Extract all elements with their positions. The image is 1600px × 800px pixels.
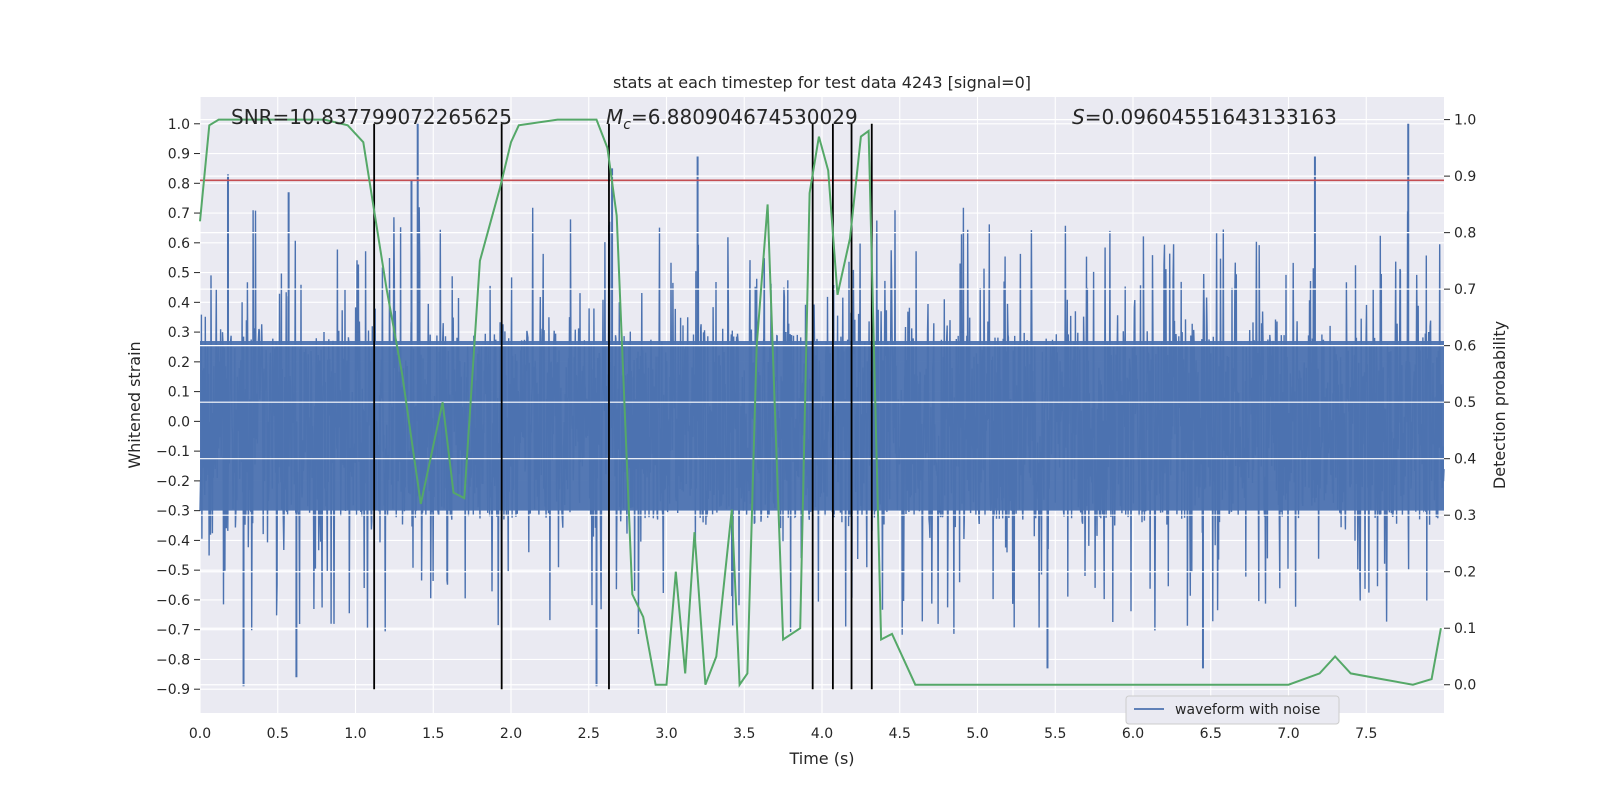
x-tick-label: 4.0 bbox=[811, 726, 833, 742]
y-left-tick-label: 0.3 bbox=[168, 325, 190, 341]
s-symbol: S bbox=[1072, 105, 1085, 129]
y-axis-right-ticks: 1.0 0.9 0.8 0.7 0.6 0.5 0.4 0.3 0.2 0.1 0.0 bbox=[1444, 113, 1476, 694]
mc-subscript: c bbox=[623, 117, 631, 133]
mc-symbol: M bbox=[606, 105, 623, 129]
x-tick-label: 3.0 bbox=[655, 726, 677, 742]
x-tick-label: 2.0 bbox=[500, 726, 522, 742]
y-left-tick-label: −0.9 bbox=[156, 682, 190, 698]
y-right-tick-label: 0.5 bbox=[1454, 395, 1476, 411]
x-tick-label: 0.0 bbox=[189, 726, 211, 742]
x-tick-label: 3.5 bbox=[733, 726, 755, 742]
y-axis-right-label: Detection probability bbox=[1490, 321, 1509, 489]
y-right-tick-label: 0.1 bbox=[1454, 621, 1476, 637]
y-right-tick-label: 0.6 bbox=[1454, 339, 1476, 355]
y-right-tick-label: 0.8 bbox=[1454, 226, 1476, 242]
x-axis-label: Time (s) bbox=[788, 749, 854, 768]
y-left-tick-label: −0.8 bbox=[156, 652, 190, 668]
y-left-tick-label: 0.2 bbox=[168, 355, 190, 371]
y-left-tick-label: −0.4 bbox=[156, 533, 190, 549]
x-tick-label: 5.5 bbox=[1044, 726, 1066, 742]
y-right-tick-label: 1.0 bbox=[1454, 113, 1476, 129]
y-left-tick-label: 0.1 bbox=[168, 385, 190, 401]
y-left-tick-label: −0.7 bbox=[156, 623, 190, 639]
y-left-tick-label: −0.5 bbox=[156, 563, 190, 579]
y-right-tick-label: 0.7 bbox=[1454, 282, 1476, 298]
y-left-tick-label: 0.7 bbox=[168, 206, 190, 222]
y-left-tick-label: −0.2 bbox=[156, 474, 190, 490]
y-left-tick-label: 0.9 bbox=[168, 147, 190, 163]
x-tick-label: 6.0 bbox=[1122, 726, 1144, 742]
mc-annotation: Mc=6.880904674530029 bbox=[606, 105, 858, 133]
x-tick-label: 5.0 bbox=[966, 726, 988, 742]
y-right-tick-label: 0.0 bbox=[1454, 678, 1476, 694]
detection-probability-series bbox=[199, 118, 1442, 688]
y-left-tick-label: 0.8 bbox=[168, 176, 190, 192]
y-right-tick-label: 0.2 bbox=[1454, 565, 1476, 581]
y-left-tick-label: 0.5 bbox=[168, 266, 190, 282]
y-axis-left-label: Whitened strain bbox=[125, 341, 144, 468]
y-right-tick-label: 0.3 bbox=[1454, 508, 1476, 524]
x-tick-label: 7.5 bbox=[1355, 726, 1377, 742]
chart-title: stats at each timestep for test data 424… bbox=[613, 73, 1031, 92]
legend-box bbox=[1125, 695, 1340, 725]
x-tick-label: 7.0 bbox=[1277, 726, 1299, 742]
probability-line bbox=[199, 118, 1442, 688]
y-left-tick-label: −0.1 bbox=[156, 444, 190, 460]
x-axis-ticks: 0.0 0.5 1.0 1.5 2.0 2.5 3.0 3.5 4.0 4.5 5.0 5.5 6.0 6… bbox=[189, 726, 1378, 742]
x-tick-label: 4.5 bbox=[889, 726, 911, 742]
waveform-dense-band bbox=[200, 341, 1444, 511]
legend: waveform with noise bbox=[1125, 695, 1340, 725]
y-left-tick-label: 0.4 bbox=[168, 295, 190, 311]
snr-annotation: SNR=10.837799072265625 bbox=[231, 105, 512, 129]
y-left-tick-label: 0.6 bbox=[168, 236, 190, 252]
x-tick-label: 1.0 bbox=[344, 726, 366, 742]
x-tick-label: 0.5 bbox=[267, 726, 289, 742]
y-left-tick-label: −0.6 bbox=[156, 593, 190, 609]
x-tick-label: 2.5 bbox=[578, 726, 600, 742]
y-left-tick-label: 1.0 bbox=[168, 117, 190, 133]
s-value: =0.09604551643133163 bbox=[1085, 105, 1337, 129]
s-annotation: S=0.09604551643133163 bbox=[1072, 105, 1337, 129]
waveform-series bbox=[199, 119, 1445, 687]
y-axis-left-ticks: 1.0 0.9 0.8 0.7 0.6 0.5 0.4 0.3 0.2 0.1 0.0 −0.1 −0.… bbox=[156, 117, 200, 698]
y-right-tick-label: 0.9 bbox=[1454, 169, 1476, 185]
legend-waveform-label: waveform with noise bbox=[1175, 702, 1320, 718]
y-right-tick-label: 0.4 bbox=[1454, 452, 1476, 468]
y-left-tick-label: 0.0 bbox=[168, 414, 190, 430]
x-tick-label: 6.5 bbox=[1200, 726, 1222, 742]
y-left-tick-label: −0.3 bbox=[156, 504, 190, 520]
mc-value: =6.880904674530029 bbox=[631, 105, 858, 129]
x-tick-label: 1.5 bbox=[422, 726, 444, 742]
